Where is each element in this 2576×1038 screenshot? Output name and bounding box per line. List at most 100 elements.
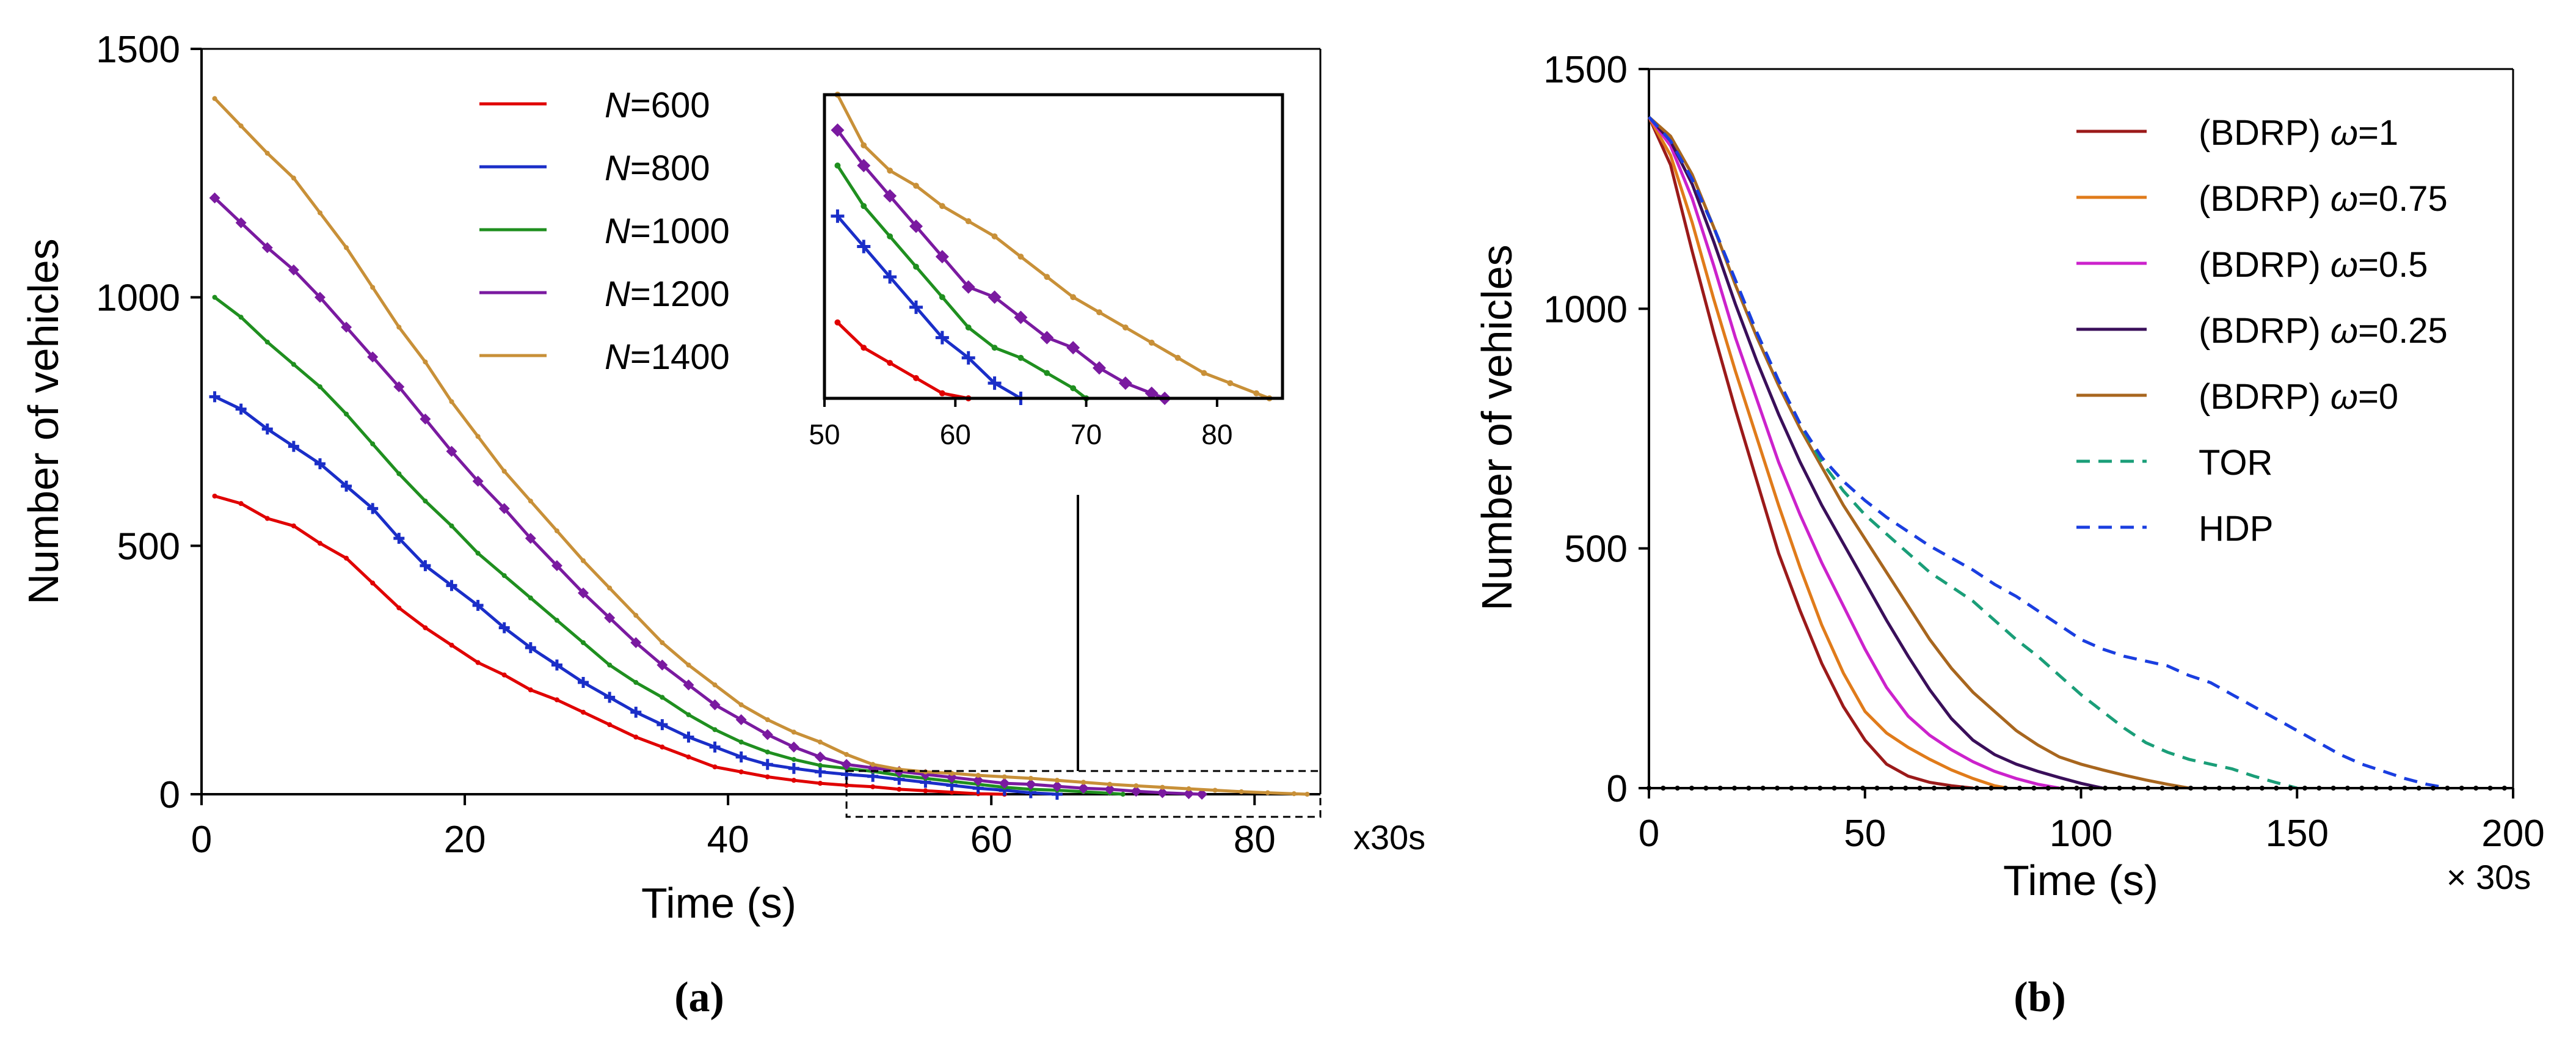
- data-point: [261, 423, 273, 435]
- data-point: [949, 770, 955, 776]
- data-point: [1104, 783, 1116, 795]
- data-point: [1028, 775, 1033, 781]
- x-tick-label: 100: [2050, 813, 2112, 855]
- data-point: [2402, 786, 2407, 791]
- data-point: [1239, 789, 1244, 794]
- legend-item: (BDRP) ω=1: [2076, 113, 2398, 153]
- legend-item: N=600: [479, 86, 710, 125]
- data-point: [1017, 354, 1024, 361]
- data-point: [735, 714, 747, 725]
- data-point: [883, 270, 897, 284]
- data-point: [712, 682, 718, 688]
- data-point: [870, 762, 876, 767]
- data-point: [238, 501, 244, 506]
- data-point: [1044, 370, 1050, 376]
- data-point: [738, 702, 744, 707]
- legend-item: (BDRP) ω=0.75: [2076, 179, 2448, 219]
- data-point: [913, 183, 919, 189]
- data-point: [2345, 786, 2351, 791]
- data-point: [735, 751, 747, 762]
- data-point: [288, 264, 299, 276]
- inset-frame: [823, 93, 1284, 400]
- data-point: [709, 699, 721, 711]
- axis-ticks: 0 50 100 150 200 0 500 1000 1500: [1543, 49, 2545, 855]
- data-point: [2174, 786, 2179, 791]
- data-point: [860, 203, 867, 210]
- legend-label: N=1000: [605, 211, 730, 251]
- data-point: [235, 217, 247, 228]
- data-point: [472, 599, 484, 611]
- x-tick-label: 80: [1234, 819, 1276, 861]
- data-point: [1703, 786, 1709, 791]
- data-point: [965, 218, 972, 225]
- data-point: [660, 695, 665, 700]
- y-tick-label: 1000: [96, 277, 180, 320]
- data-point: [897, 786, 902, 792]
- data-point: [2074, 786, 2079, 791]
- series-line-N1400: [836, 93, 1270, 400]
- data-point: [212, 294, 217, 300]
- data-point: [738, 769, 744, 775]
- x-unit-note: × 30s: [2447, 858, 2531, 896]
- data-point: [235, 403, 247, 415]
- data-point: [1675, 786, 1680, 791]
- data-point: [578, 587, 589, 599]
- data-point: [814, 751, 826, 762]
- data-point: [2088, 786, 2094, 791]
- data-point: [1803, 786, 1808, 791]
- series-line-N1000: [836, 164, 1088, 400]
- data-point: [817, 762, 823, 768]
- data-point: [991, 345, 998, 351]
- data-point: [2216, 786, 2222, 791]
- data-point: [765, 717, 770, 723]
- data-point: [1227, 380, 1234, 387]
- data-point: [975, 773, 981, 778]
- data-point: [446, 580, 457, 591]
- data-point: [607, 722, 613, 728]
- data-point: [831, 123, 845, 137]
- inset-plot: 50 60 70 80: [809, 92, 1322, 818]
- data-point: [446, 445, 457, 457]
- baseline-dots: [1646, 786, 2513, 791]
- data-point: [765, 774, 770, 780]
- data-point: [291, 523, 296, 528]
- data-point: [841, 759, 853, 770]
- data-point: [633, 613, 639, 618]
- data-point: [209, 192, 220, 203]
- data-point: [475, 550, 481, 556]
- data-point: [1946, 786, 1951, 791]
- y-tick-label: 500: [117, 525, 180, 568]
- data-point: [2473, 786, 2479, 791]
- inset-x-tick-label: 70: [1071, 418, 1102, 450]
- data-point: [1689, 786, 1695, 791]
- data-point: [423, 625, 428, 630]
- data-point: [498, 503, 510, 514]
- data-point: [1133, 783, 1139, 789]
- data-point: [2373, 786, 2379, 791]
- data-point: [525, 533, 536, 544]
- data-point: [604, 612, 616, 624]
- data-point: [1107, 781, 1113, 787]
- data-point: [1096, 309, 1102, 316]
- data-point: [1157, 787, 1168, 799]
- data-point: [1025, 778, 1036, 790]
- data-point: [857, 158, 871, 172]
- data-point: [2445, 786, 2450, 791]
- data-point: [765, 749, 770, 755]
- data-point: [528, 595, 533, 601]
- data-point: [791, 778, 796, 783]
- data-point: [2388, 786, 2393, 791]
- x-tick-label: 150: [2266, 813, 2329, 855]
- data-point: [2202, 786, 2208, 791]
- data-point: [630, 706, 642, 718]
- y-tick-label: 1000: [1543, 288, 1628, 331]
- data-point: [1080, 780, 1086, 785]
- data-point: [2459, 786, 2464, 791]
- x-tick-label: 50: [1844, 813, 1886, 855]
- data-point: [317, 210, 323, 216]
- series-line-BDRP0.75: [1647, 116, 2008, 790]
- legend-label: HDP: [2199, 509, 2273, 549]
- data-point: [887, 233, 893, 239]
- data-point: [449, 642, 454, 648]
